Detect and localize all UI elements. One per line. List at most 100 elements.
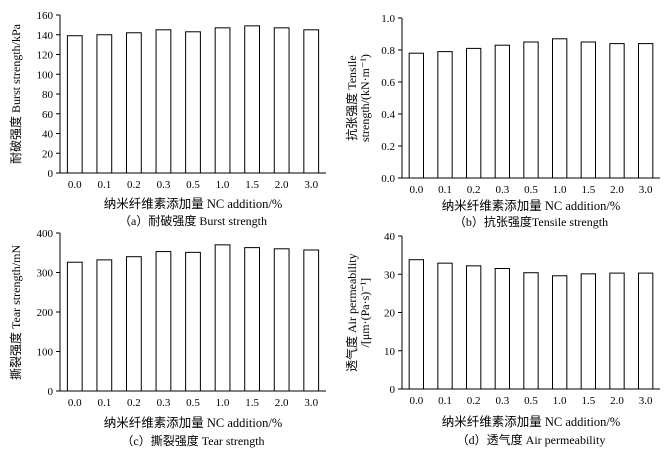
chart-caption: （a）耐破强度 Burst strength — [119, 214, 267, 228]
y-axis-label-line: 撕裂强度 Tear strength/mN — [9, 244, 23, 380]
x-tick-label: 0.3 — [495, 184, 509, 196]
bar-3.0 — [638, 272, 654, 390]
bar-0.2 — [126, 256, 142, 392]
bar-0.0 — [408, 259, 424, 390]
bar-1.5 — [580, 41, 597, 179]
y-tick-label: 10 — [384, 346, 396, 358]
x-tick-label: 2.0 — [275, 179, 289, 191]
x-tick-label: 1.5 — [245, 397, 259, 409]
bar-3.0 — [303, 249, 320, 392]
y-tick-label: 300 — [37, 268, 54, 280]
x-tick-label: 1.0 — [216, 397, 230, 409]
x-axis-label: 纳米纤维素添加量 NC addition/% — [441, 415, 621, 429]
x-tick-label: 1.0 — [216, 179, 230, 191]
x-tick-label: 3.0 — [304, 397, 318, 409]
x-tick-label: 0.1 — [97, 179, 111, 191]
x-tick-label: 1.0 — [553, 184, 567, 196]
chart-caption: （b）抗张强度Tensile strength — [453, 215, 609, 229]
bar-2.0 — [609, 43, 625, 179]
bar-2.0 — [273, 248, 290, 392]
bar-0.1 — [96, 259, 113, 392]
bar-3.0 — [303, 29, 320, 174]
x-tick-label: 0.3 — [495, 395, 509, 407]
chart-panel-1: 0 20 40 60 80 100 120 140 160 0.0 0.1 0.2 0.3 0.5 1.0 1… — [37, 10, 326, 191]
x-tick-label: 3.0 — [639, 184, 653, 196]
bar-0.5 — [523, 272, 539, 390]
x-tick-label: 1.5 — [581, 184, 595, 196]
x-tick-label: 1.5 — [581, 395, 595, 407]
bar-3.0 — [638, 43, 654, 179]
y-tick-label: 200 — [37, 307, 54, 319]
bar-1.5 — [244, 25, 261, 174]
y-tick-label: 0.0 — [381, 173, 395, 185]
y-tick-label: 0 — [48, 168, 54, 180]
x-axis-label: 纳米纤维素添加量 NC addition/% — [103, 416, 283, 430]
y-axis-label: 透气度 Air permeability/[μm·(Pa·s)⁻¹] — [345, 253, 372, 372]
x-tick-label: 0.3 — [157, 179, 171, 191]
x-tick-label: 1.0 — [553, 395, 567, 407]
bar-0.1 — [437, 262, 453, 390]
y-tick-label: 20 — [42, 148, 54, 160]
bar-1.0 — [214, 244, 231, 392]
bar-1.0 — [214, 27, 231, 174]
y-tick-label: 0.8 — [381, 45, 395, 57]
chart-caption: （d）透气度 Air permeability — [456, 433, 606, 447]
bar-0.5 — [523, 41, 539, 179]
y-axis-label-line: /[μm·(Pa·s)⁻¹] — [358, 277, 372, 348]
x-tick-label: 0.0 — [68, 397, 82, 409]
x-tick-label: 0.0 — [409, 395, 423, 407]
x-tick-label: 0.1 — [438, 395, 452, 407]
x-tick-label: 0.2 — [127, 179, 141, 191]
bar-1.5 — [244, 247, 261, 392]
x-tick-label: 0.0 — [68, 179, 82, 191]
chart-caption: （c）撕裂强度 Tear strength — [121, 434, 265, 448]
bar-0.3 — [494, 268, 510, 390]
x-tick-label: 1.5 — [245, 179, 259, 191]
x-tick-label: 3.0 — [304, 179, 318, 191]
bar-2.0 — [273, 27, 290, 174]
bar-0.1 — [96, 34, 113, 174]
y-tick-label: 0 — [48, 386, 54, 398]
bar-1.0 — [552, 38, 568, 179]
x-tick-label: 2.0 — [275, 397, 289, 409]
y-axis-label: 耐破强度 Burst strength/kPa — [9, 24, 23, 164]
bar-0.3 — [494, 44, 510, 179]
chart-panel-2: 0.0 0.2 0.4 0.6 0.8 1.0 0.0 0.1 0.2 0.3 0.5 1.0 1.5 2… — [381, 13, 660, 196]
bar-0.2 — [126, 32, 142, 174]
bar-0.3 — [155, 251, 172, 392]
y-tick-label: 40 — [384, 231, 396, 243]
x-tick-label: 0.1 — [97, 397, 111, 409]
bar-0.0 — [66, 35, 83, 174]
y-tick-label: 140 — [37, 30, 54, 42]
bar-0.2 — [466, 47, 482, 179]
y-tick-label: 100 — [37, 347, 54, 359]
y-tick-label: 0 — [390, 384, 396, 396]
x-tick-label: 3.0 — [639, 395, 653, 407]
x-tick-label: 0.2 — [127, 397, 141, 409]
x-axis-label: 纳米纤维素添加量 NC addition/% — [441, 199, 621, 213]
y-axis-label: 撕裂强度 Tear strength/mN — [9, 244, 23, 380]
y-tick-label: 0.4 — [381, 109, 395, 121]
bar-0.0 — [66, 261, 83, 392]
x-tick-label: 0.5 — [186, 179, 200, 191]
x-tick-label: 0.5 — [524, 184, 538, 196]
bar-0.2 — [466, 265, 482, 390]
y-axis-label-line: strength/(kN·m⁻¹) — [358, 54, 372, 142]
y-tick-label: 0.6 — [381, 77, 395, 89]
y-tick-label: 120 — [37, 50, 54, 62]
x-tick-label: 2.0 — [610, 395, 624, 407]
bar-0.0 — [408, 52, 424, 179]
y-tick-label: 60 — [42, 109, 54, 121]
y-tick-label: 30 — [384, 269, 396, 281]
chart-panel-3: 0 100 200 300 400 0.0 0.1 0.2 0.3 0.5 1.0 1.5 2.0 3.0 — [37, 228, 326, 409]
y-tick-label: 160 — [37, 10, 54, 22]
bar-1.5 — [580, 273, 597, 390]
y-tick-label: 0.2 — [381, 141, 395, 153]
y-axis-label-line: 耐破强度 Burst strength/kPa — [9, 24, 23, 164]
x-tick-label: 2.0 — [610, 184, 624, 196]
y-tick-label: 20 — [384, 308, 396, 320]
x-axis-label: 纳米纤维素添加量 NC addition/% — [103, 197, 283, 211]
y-tick-label: 40 — [42, 129, 54, 141]
y-tick-label: 80 — [42, 89, 54, 101]
